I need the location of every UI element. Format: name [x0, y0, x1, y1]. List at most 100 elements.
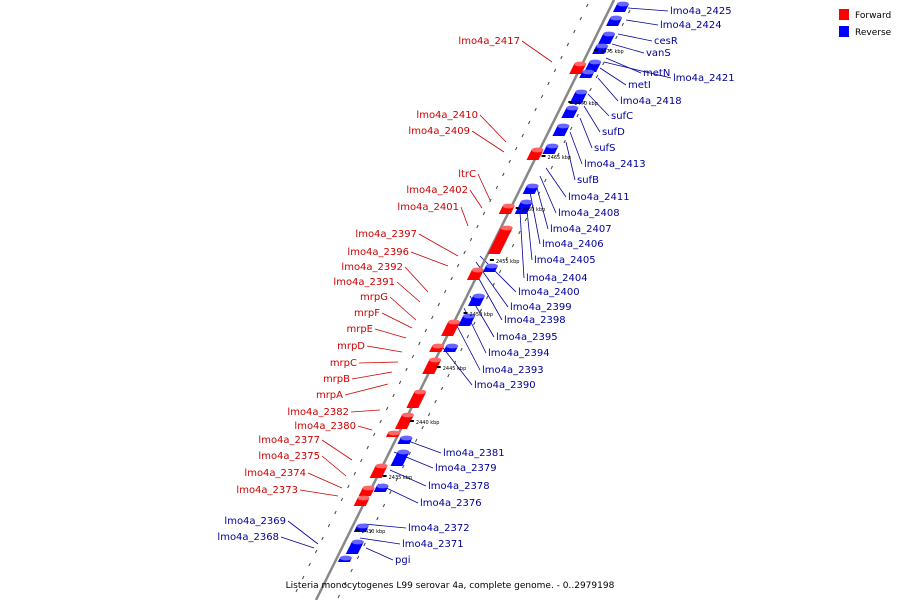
gene-feature-cap	[566, 105, 579, 111]
reverse-tick	[524, 217, 528, 222]
scale-label: 2450 kbp	[470, 312, 494, 318]
reverse-tick	[582, 100, 586, 105]
reverse-tick	[453, 360, 457, 365]
reverse-tick	[434, 399, 437, 404]
gene-feature-cap	[502, 203, 515, 209]
reverse-leader-line	[583, 105, 601, 133]
forward-leader-line	[521, 40, 553, 63]
gene-label-lmo4a-2371: lmo4a_2371	[402, 539, 464, 550]
forward-gene-feature	[441, 322, 461, 336]
forward-tick	[521, 133, 524, 138]
gene-feature-cap	[375, 463, 388, 469]
reverse-leader-line	[569, 131, 583, 165]
reverse-leader-line	[389, 469, 427, 487]
forward-tick	[508, 159, 511, 164]
gene-feature-cap	[471, 267, 484, 273]
reverse-leader-line	[529, 191, 541, 245]
map-caption: Listeria monocytogenes L99 serovar 4a, c…	[286, 581, 615, 591]
gene-feature-cap	[356, 523, 369, 529]
forward-leader-line	[344, 383, 389, 396]
forward-tick	[450, 276, 453, 281]
forward-leader-line	[410, 251, 449, 267]
gene-label-lmo4a-2397: lmo4a_2397	[355, 229, 417, 240]
reverse-leader-line	[579, 117, 593, 149]
forward-tick	[340, 497, 344, 502]
gene-feature-cap	[546, 143, 559, 149]
gene-label-lmo4a-2368: lmo4a_2368	[217, 532, 279, 543]
gene-label-mrpf: mrpF	[354, 308, 380, 319]
reverse-tick	[563, 139, 566, 144]
forward-tick	[405, 367, 408, 372]
gene-label-lmo4a-2406: lmo4a_2406	[542, 239, 604, 250]
forward-gene-feature	[569, 64, 587, 74]
scale-label: 2430 kbp	[362, 529, 386, 535]
forward-tick	[418, 341, 421, 346]
forward-tick	[321, 536, 324, 541]
forward-tick	[327, 523, 331, 528]
forward-tick	[385, 406, 389, 411]
forward-leader-line	[358, 361, 399, 364]
gene-label-mrpa: mrpA	[316, 390, 343, 401]
reverse-tick	[427, 412, 431, 417]
scale-label: 2455 kbp	[496, 259, 520, 265]
forward-tick	[360, 458, 363, 463]
gene-label-lmo4a-2380: lmo4a_2380	[294, 421, 356, 432]
gene-feature-cap	[339, 555, 352, 561]
scale-label: 2475 kbp	[600, 49, 624, 55]
reverse-leader-line	[565, 141, 576, 181]
reverse-leader-line	[287, 520, 319, 545]
gene-label-lmo4a-2390: lmo4a_2390	[474, 380, 536, 391]
gene-feature-cap	[582, 69, 595, 75]
reverse-tick	[589, 87, 592, 92]
gene-feature-cap	[575, 89, 588, 95]
gene-feature-cap	[429, 357, 442, 363]
gene-label-lmo4a-2424: lmo4a_2424	[660, 20, 722, 31]
reverse-leader-line	[479, 255, 517, 293]
gene-feature-cap	[400, 435, 413, 441]
gene-label-mrpd: mrpD	[337, 341, 365, 352]
gene-feature-cap	[531, 147, 544, 153]
gene-feature-cap	[472, 293, 485, 299]
gene-feature-cap	[596, 43, 609, 49]
gene-feature-cap	[397, 449, 410, 455]
gene-label-lmo4a-2396: lmo4a_2396	[347, 247, 409, 258]
reverse-tick	[557, 152, 560, 157]
reverse-leader-line	[611, 43, 645, 54]
reverse-leader-line	[603, 61, 672, 79]
forward-gene-feature	[487, 228, 513, 254]
forward-tick	[495, 185, 499, 190]
reverse-leader-line	[625, 19, 659, 26]
forward-tick	[347, 484, 350, 489]
scale-label: 2445 kbp	[443, 366, 467, 372]
reverse-tick	[544, 178, 547, 183]
forward-tick	[301, 575, 305, 580]
reverse-gene-feature	[467, 296, 485, 306]
reverse-tick	[337, 594, 340, 599]
forward-tick	[560, 55, 563, 60]
forward-tick	[515, 146, 518, 151]
gene-label-lmo4a-2402: lmo4a_2402	[406, 185, 468, 196]
gene-label-lmo4a-2417: lmo4a_2417	[458, 36, 520, 47]
forward-tick	[553, 68, 557, 73]
forward-tick	[489, 198, 492, 203]
gene-label-lmo4a-2398: lmo4a_2398	[504, 315, 566, 326]
reverse-gene-feature	[598, 34, 616, 44]
reverse-tick	[518, 230, 521, 235]
gene-label-lmo4a-2379: lmo4a_2379	[435, 463, 497, 474]
gene-labels: lmo4a_2417 lmo4a_2410 lmo4a_2409 ltrC lmo4a_…	[217, 6, 734, 566]
gene-feature-cap	[485, 263, 498, 269]
gene-label-lmo4a-2401: lmo4a_2401	[397, 202, 459, 213]
reverse-gene-feature	[390, 452, 410, 466]
gene-label-sufs: sufS	[594, 143, 615, 154]
forward-leader-line	[477, 173, 491, 201]
gene-feature-cap	[357, 495, 370, 501]
forward-tick	[482, 211, 486, 216]
gene-label-lmo4a-2421: lmo4a_2421	[673, 73, 735, 84]
gene-label-mrpb: mrpB	[323, 374, 350, 385]
forward-tick	[456, 263, 460, 268]
forward-tick	[502, 172, 505, 177]
reverse-tick	[466, 334, 470, 339]
gene-feature-cap	[387, 430, 400, 436]
reverse-leader-line	[365, 547, 394, 561]
